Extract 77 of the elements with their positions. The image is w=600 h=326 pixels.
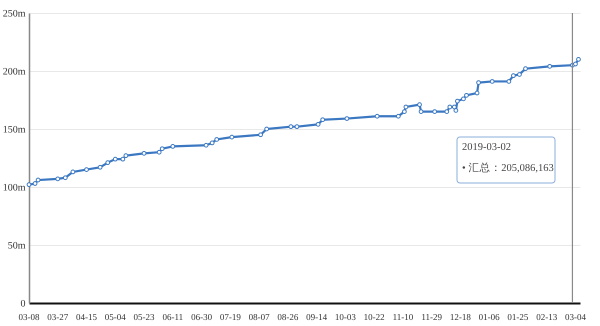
point <box>517 72 522 77</box>
y-tick-label: 100m <box>2 182 26 194</box>
point <box>70 170 76 174</box>
point <box>98 164 103 170</box>
point <box>316 122 320 127</box>
point <box>294 124 300 130</box>
point <box>461 96 466 102</box>
x-tick-label: 07-19 <box>220 312 242 322</box>
x-tick-label: 01-06 <box>478 312 500 322</box>
x-tick-label: 08-26 <box>277 312 299 322</box>
x-tick-label: 01-25 <box>507 312 529 322</box>
point <box>418 109 424 114</box>
point <box>320 117 326 122</box>
x-tick-label: 04-15 <box>76 312 98 322</box>
point <box>32 181 38 186</box>
point <box>490 79 495 84</box>
point <box>258 132 263 138</box>
point <box>344 116 350 121</box>
x-tick-label: 12-18 <box>450 312 472 322</box>
x-tick-label: 09-14 <box>306 312 328 322</box>
point <box>105 160 110 166</box>
point <box>464 92 469 98</box>
point <box>26 182 32 188</box>
point <box>402 109 407 114</box>
point <box>374 114 380 119</box>
y-tick-label: 150m <box>2 124 26 136</box>
point <box>84 167 89 172</box>
point <box>474 90 480 96</box>
point <box>210 140 215 146</box>
point <box>396 114 401 119</box>
y-tick-label: 0 <box>20 298 26 310</box>
x-tick-label: 10-22 <box>364 312 385 322</box>
point <box>444 109 450 114</box>
point <box>124 153 128 158</box>
point <box>455 98 460 104</box>
x-tick-label: 03-04 <box>564 312 586 322</box>
point <box>214 137 220 142</box>
x-tick-label: 08-07 <box>248 312 270 322</box>
x-tick-label: 10-03 <box>334 312 356 322</box>
point <box>204 142 208 148</box>
point <box>156 150 162 155</box>
point <box>142 150 146 156</box>
y-tick-label: 200m <box>2 66 26 78</box>
x-tick-label: 06-30 <box>191 312 213 322</box>
point <box>432 109 438 114</box>
y-tick-label: 50m <box>8 240 26 252</box>
point <box>547 64 552 69</box>
point <box>404 104 408 110</box>
point <box>62 175 68 180</box>
x-tick-label: 06-11 <box>162 312 184 322</box>
point <box>112 156 118 162</box>
point <box>264 126 270 132</box>
point <box>417 102 422 108</box>
point <box>511 73 516 78</box>
point <box>160 146 165 152</box>
point <box>454 108 458 113</box>
y-tick-label: 250m <box>2 8 26 20</box>
point <box>573 62 578 66</box>
annotation: 2019-03-02 • 汇总：205,086,163 <box>462 142 554 174</box>
x-tick-label: 03-08 <box>18 312 40 322</box>
point <box>36 178 40 182</box>
x-tick-label: 11-29 <box>421 312 442 322</box>
point <box>447 104 452 110</box>
point <box>576 57 581 62</box>
x-tick-label: 11-10 <box>392 312 414 322</box>
point <box>120 156 126 162</box>
point <box>523 66 528 72</box>
x-tick-label: 02-13 <box>536 312 558 322</box>
x-tick-label: 03-27 <box>47 312 69 322</box>
x-tick-label: 05-23 <box>134 312 156 322</box>
point <box>506 79 512 84</box>
point <box>476 80 481 85</box>
point <box>170 144 176 149</box>
point <box>288 124 294 130</box>
point <box>229 134 234 140</box>
point <box>55 176 60 182</box>
x-tick-label: 05-04 <box>104 312 126 322</box>
